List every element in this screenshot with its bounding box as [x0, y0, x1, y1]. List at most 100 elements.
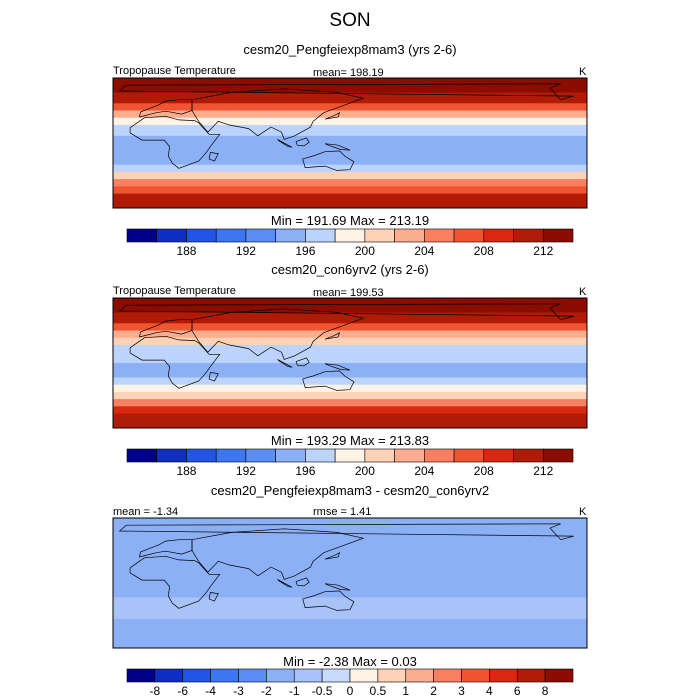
panel-3-mean-label: mean = -1.34	[113, 506, 179, 518]
colorbar-tick-label: -3	[233, 684, 244, 698]
map-band	[113, 406, 587, 415]
coastline	[324, 583, 351, 591]
colorbar-box	[275, 228, 306, 243]
panel-2-center-label: mean= 199.53	[313, 287, 384, 299]
colorbar-box	[483, 448, 514, 463]
colorbar-tick-label: 204	[414, 464, 434, 478]
colorbar-box	[154, 668, 184, 683]
colorbar-box	[245, 448, 276, 463]
colorbar-box	[126, 228, 158, 243]
map-band	[113, 337, 587, 346]
colorbar-tick-label: 192	[236, 244, 256, 258]
coastline	[324, 551, 341, 560]
colorbar-box	[334, 448, 366, 463]
map-band	[113, 413, 587, 428]
map-band	[113, 363, 587, 371]
map-band	[113, 597, 587, 609]
coastline	[138, 99, 193, 118]
map-band	[113, 583, 587, 599]
colorbar-box	[238, 668, 267, 683]
coastline	[138, 539, 193, 558]
colorbar-box	[156, 448, 187, 463]
colorbar-box	[516, 668, 546, 683]
map-band	[113, 391, 587, 400]
colorbar-box	[126, 448, 158, 463]
coastline	[324, 363, 351, 371]
colorbar-tick-label: 212	[533, 244, 553, 258]
map-frame	[112, 297, 588, 429]
colorbar-box	[210, 668, 239, 683]
panel-1-minmax: Min = 191.69 Max = 213.19	[270, 213, 430, 228]
colorbar-box	[364, 228, 395, 243]
colorbar-box	[186, 448, 217, 463]
map-panel-1	[112, 77, 588, 209]
coastline	[208, 152, 219, 162]
coastline	[118, 303, 574, 321]
colorbar-box	[182, 668, 211, 683]
colorbar-tick-label: 0.5	[370, 684, 387, 698]
coastline	[277, 579, 293, 588]
map-band	[113, 575, 587, 584]
map-band	[113, 323, 587, 332]
panel-1-center-label: mean= 198.19	[313, 67, 384, 79]
colorbar-tick-label: 192	[236, 464, 256, 478]
map-band	[113, 619, 587, 648]
colorbar-box	[321, 668, 351, 683]
map-band	[113, 312, 587, 324]
map-band	[113, 344, 587, 357]
coastline	[277, 139, 293, 148]
colorbar-box	[513, 228, 544, 243]
coastline	[324, 331, 341, 340]
colorbar-tick-label: 4	[486, 684, 493, 698]
colorbar-panel-3: -8 -6 -4 -3 -2 -1 -0.5 0 0.5 1 2 3 4 6 8	[126, 668, 574, 698]
map-band	[113, 157, 587, 166]
colorbar-tick-label: 1	[402, 684, 409, 698]
colorbar-tick-label: -2	[261, 684, 272, 698]
colorbar-box	[424, 228, 455, 243]
colorbar-tick-label: 8	[542, 684, 549, 698]
coastline	[129, 115, 221, 169]
map-band	[113, 298, 587, 314]
panel-3-subtitle: cesm20_Pengfeiexp8mam3 - cesm20_con6yrv2	[210, 483, 490, 498]
panel-2-subtitle: cesm20_con6yrv2 (yrs 2-6)	[271, 262, 429, 277]
colorbar-tick-label: 196	[295, 244, 315, 258]
colorbar-box	[489, 668, 518, 683]
colorbar-box	[513, 448, 544, 463]
panel-1-left-label: Tropopause Temperature	[113, 65, 236, 77]
map-band	[113, 92, 587, 104]
coastline	[208, 592, 219, 602]
coastline	[324, 143, 351, 151]
map-band	[113, 518, 587, 541]
colorbar-box	[245, 228, 276, 243]
map-band	[113, 110, 587, 119]
coastline	[118, 83, 574, 101]
panel-2-left-label: Tropopause Temperature	[113, 285, 236, 297]
colorbar-box	[349, 668, 379, 683]
panel-1-units-label: K	[579, 66, 587, 78]
map-band	[113, 143, 587, 151]
colorbar-box	[275, 448, 306, 463]
colorbar-box	[266, 668, 295, 683]
colorbar-tick-label: 188	[176, 464, 196, 478]
coastline	[129, 335, 221, 389]
panel-3-minmax: Min = -2.38 Max = 0.03	[283, 654, 417, 669]
map-band	[113, 179, 587, 187]
colorbar-box	[542, 228, 574, 243]
map-band	[113, 399, 587, 407]
map-panel-2	[112, 297, 588, 429]
map-frame	[112, 517, 588, 649]
colorbar-box	[453, 448, 485, 463]
colorbar-box	[126, 668, 156, 683]
map-band	[113, 135, 587, 144]
coastline	[191, 88, 365, 140]
colorbar-tick-label: 188	[176, 244, 196, 258]
colorbar-tick-label: 196	[295, 464, 315, 478]
map-band	[113, 193, 587, 208]
colorbar-tick-label: -8	[150, 684, 161, 698]
coastline	[295, 137, 310, 147]
coastline	[138, 319, 193, 338]
map-band	[113, 124, 587, 137]
coastline	[191, 528, 365, 580]
figure-title: SON	[329, 10, 371, 31]
